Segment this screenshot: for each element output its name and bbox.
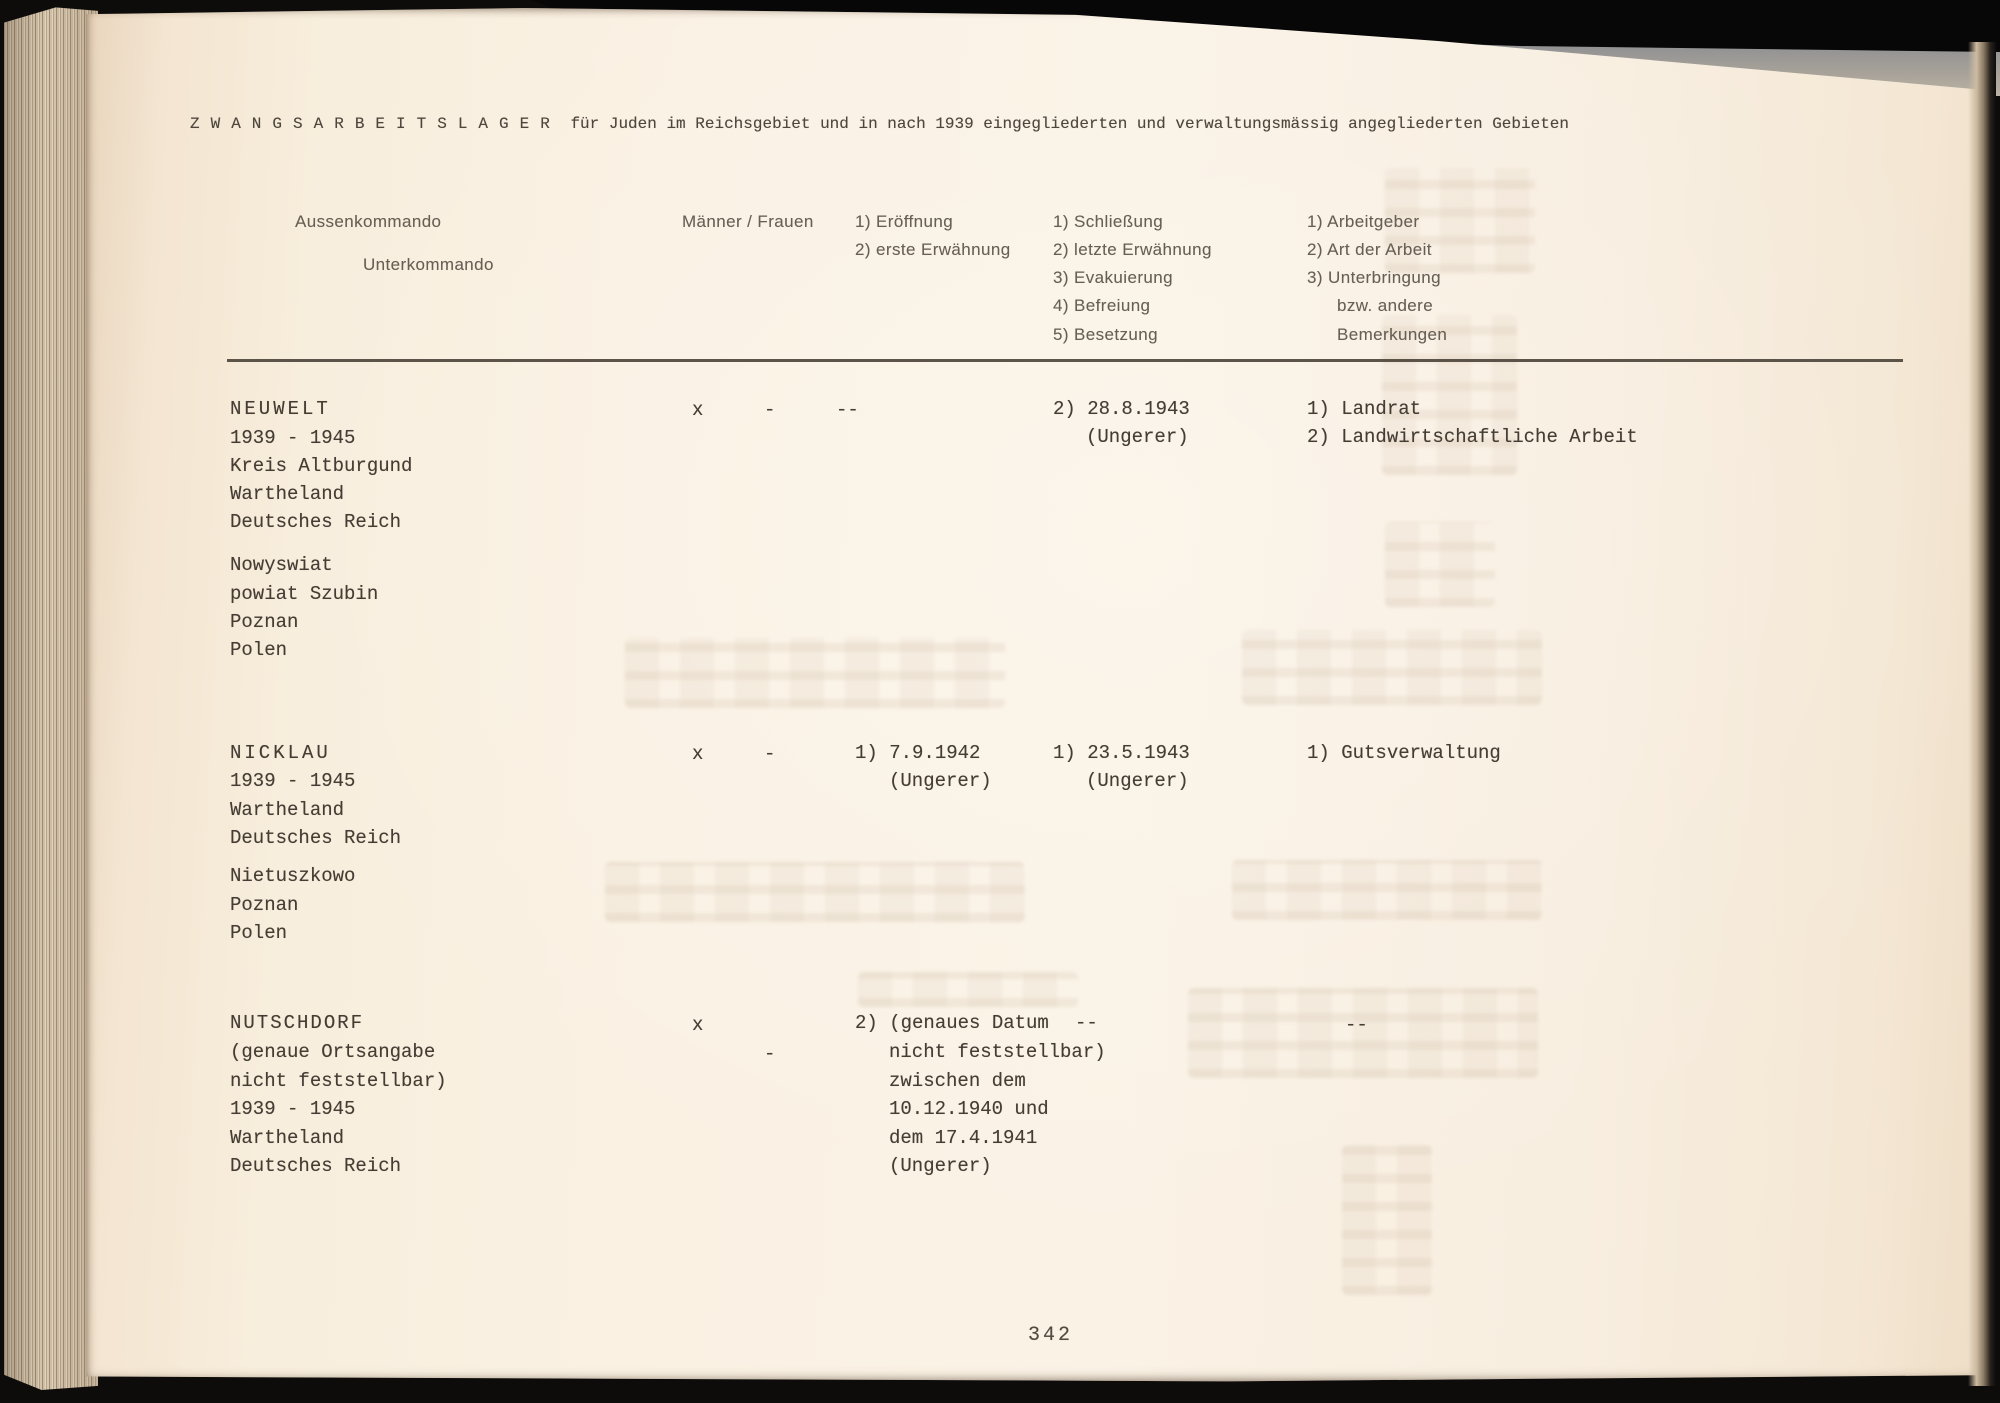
bleedthrough-smudge: [858, 972, 1078, 1007]
page-title-rest: für Juden im Reichsgebiet und in nach 19…: [570, 115, 1569, 133]
camp-detail-line: Kreis Altburgund: [230, 455, 413, 477]
closing-cell-line: (Ungerer): [1086, 770, 1189, 792]
column-header-arbeitgeber-line: Bemerkungen: [1337, 325, 1448, 344]
column-header-arbeitgeber-line: bzw. andere: [1337, 296, 1434, 315]
bleedthrough-smudge: [1232, 860, 1542, 920]
camp-detail-line: 1939 - 1945: [230, 770, 356, 792]
closing-cell-line: 2) 28.8.1943: [1053, 398, 1190, 420]
opening-cell-line: dem 17.4.1941: [889, 1127, 1038, 1149]
camp-entry-name: NEUWELT: [230, 398, 331, 420]
maenner-mark: x: [692, 743, 704, 765]
opening-cell-line: zwischen dem: [889, 1070, 1026, 1092]
camp-entry-name: NICKLAU: [230, 742, 331, 764]
closing-cell-line: (Ungerer): [1086, 426, 1189, 448]
maenner-mark: x: [692, 399, 704, 421]
column-header-unterkommando: Unterkommando: [363, 255, 494, 274]
sub-camp-line: Nietuszkowo: [230, 865, 356, 887]
sub-camp-line: Nowyswiat: [230, 554, 333, 576]
frauen-mark: -: [764, 399, 776, 421]
sub-camp-line: Polen: [230, 922, 288, 944]
camp-detail-line: Wartheland: [230, 483, 345, 505]
column-header-schliessung-line: 1) Schließung: [1053, 212, 1164, 231]
bleedthrough-smudge: [1385, 168, 1535, 273]
camp-detail-line: Deutsches Reich: [230, 1155, 402, 1177]
sub-camp-line: Poznan: [230, 894, 299, 916]
column-header-aussenkommando: Aussenkommando: [295, 212, 442, 231]
sub-camp-line: Polen: [230, 639, 288, 661]
camp-detail-line: nicht feststellbar): [230, 1070, 447, 1092]
column-header-maenner-frauen: Männer / Frauen: [682, 212, 814, 231]
camp-detail-line: (genaue Ortsangabe: [230, 1041, 436, 1063]
page-number: 342: [1028, 1324, 1074, 1347]
column-header-schliessung-line: 5) Besetzung: [1053, 325, 1158, 344]
opening-cell-line: 2) (genaues Datum: [855, 1012, 1049, 1034]
camp-detail-line: Deutsches Reich: [230, 827, 402, 849]
opening-cell-line: 10.12.1940 und: [889, 1098, 1049, 1120]
closing-cell-line: --: [1075, 1012, 1098, 1034]
sub-camp-line: Poznan: [230, 611, 299, 633]
closing-cell-line: 1) 23.5.1943: [1053, 742, 1190, 764]
frauen-mark: -: [764, 1043, 776, 1065]
frauen-mark: -: [764, 743, 776, 765]
camp-detail-line: Wartheland: [230, 1127, 345, 1149]
employer-cell-line: 1) Gutsverwaltung: [1307, 742, 1501, 764]
bleedthrough-smudge: [1342, 1145, 1432, 1295]
bleedthrough-smudge: [1382, 315, 1517, 475]
book-page: [86, 8, 1990, 1382]
maenner-mark: x: [692, 1014, 704, 1036]
column-header-arbeitgeber-line: 2) Art der Arbeit: [1307, 240, 1432, 259]
page-title-emphasis: ZWANGSARBEITSLAGER: [190, 115, 561, 133]
bleedthrough-smudge: [1188, 988, 1538, 1078]
column-header-schliessung-line: 3) Evakuierung: [1053, 268, 1173, 287]
header-rule: [227, 359, 1903, 362]
bleedthrough-smudge: [605, 862, 1025, 922]
bleedthrough-smudge: [1385, 522, 1495, 607]
opening-cell-line: nicht feststellbar): [889, 1041, 1106, 1063]
opening-cell-line: 1) 7.9.1942: [855, 742, 981, 764]
camp-detail-line: 1939 - 1945: [230, 1098, 356, 1120]
employer-cell-line: --: [1345, 1014, 1368, 1036]
opening-cell-line: (Ungerer): [889, 770, 992, 792]
column-header-eroeffnung-line: 2) erste Erwähnung: [855, 240, 1011, 259]
bleedthrough-smudge: [1242, 630, 1542, 705]
camp-detail-line: 1939 - 1945: [230, 427, 356, 449]
camp-detail-line: Wartheland: [230, 799, 345, 821]
camp-detail-line: Deutsches Reich: [230, 511, 402, 533]
employer-cell-line: 1) Landrat: [1307, 398, 1422, 420]
sub-camp-line: powiat Szubin: [230, 583, 379, 605]
opening-cell-line: --: [836, 399, 859, 421]
employer-cell-line: 2) Landwirtschaftliche Arbeit: [1307, 426, 1638, 448]
page-edge-stack: [4, 7, 98, 1390]
column-header-schliessung-line: 4) Befreiung: [1053, 296, 1151, 315]
bleedthrough-smudge: [625, 638, 1005, 708]
column-header-arbeitgeber-line: 3) Unterbringung: [1307, 268, 1441, 287]
page-title: ZWANGSARBEITSLAGER für Juden im Reichsge…: [190, 115, 1569, 133]
opening-cell-line: (Ungerer): [889, 1155, 992, 1177]
page-right-edge: [1968, 42, 1996, 1386]
column-header-eroeffnung-line: 1) Eröffnung: [855, 212, 954, 231]
column-header-schliessung-line: 2) letzte Erwähnung: [1053, 240, 1212, 259]
column-header-arbeitgeber-line: 1) Arbeitgeber: [1307, 212, 1420, 231]
camp-entry-name: NUTSCHDORF: [230, 1012, 365, 1034]
